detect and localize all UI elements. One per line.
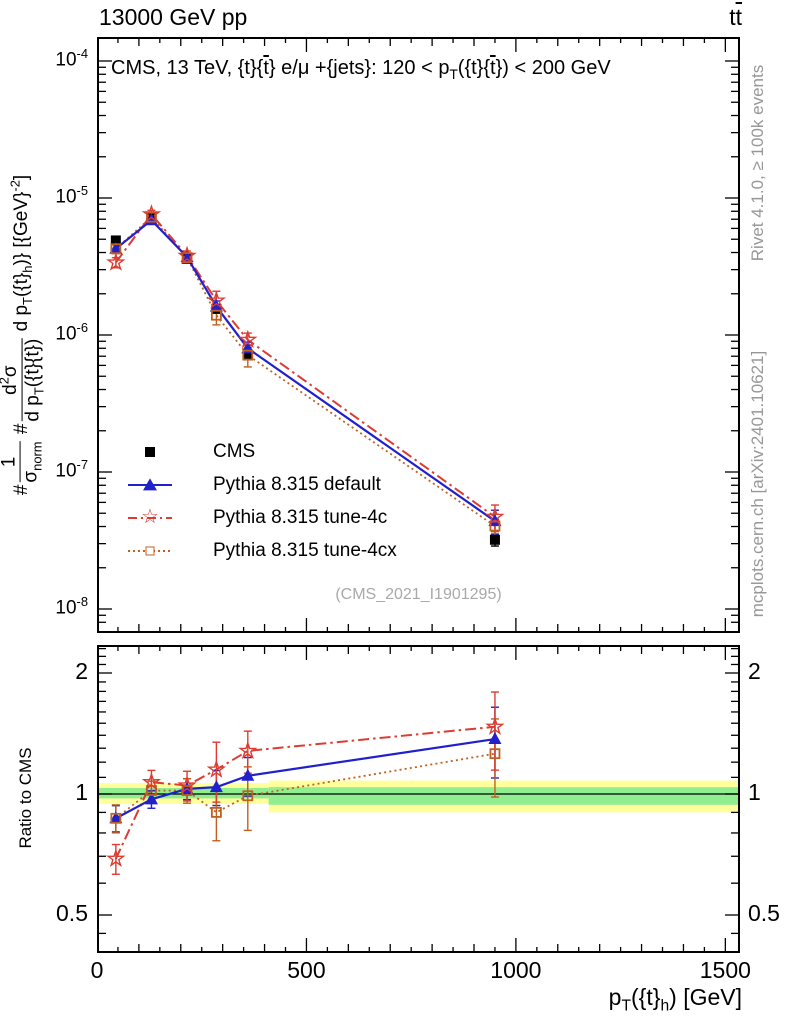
mcplots-attribution: mcplots.cern.ch [arXiv:2401.10621] bbox=[748, 350, 767, 618]
y-axis-tick-label: 10-5 bbox=[55, 183, 88, 208]
x-axis-tick-label: 1500 bbox=[699, 957, 751, 983]
legend-item-cms: CMS bbox=[127, 435, 397, 468]
legend-item-pythia-tune-4cx: Pythia 8.315 tune-4cx bbox=[127, 534, 397, 567]
legend: CMS Pythia 8.315 default ☆ Pythia 8.315 … bbox=[127, 435, 397, 567]
cut-description: CMS, 13 TeV, {t}{t} e/μ +{jets}: 120 < p… bbox=[111, 57, 611, 82]
ratio-tick-label-right: 1 bbox=[748, 779, 761, 805]
legend-label-pythia-tune-4cx: Pythia 8.315 tune-4cx bbox=[213, 539, 397, 561]
beam-energy-title: 13000 GeV pp bbox=[99, 4, 248, 30]
y-axis-tick-label: 10-7 bbox=[55, 457, 88, 482]
x-axis-tick-label: 1000 bbox=[490, 957, 542, 983]
ratio-tick-label-right: 0.5 bbox=[748, 900, 780, 926]
x-axis-tick-label: 500 bbox=[287, 957, 326, 983]
y-axis-tick-label: 10-8 bbox=[55, 594, 88, 619]
legend-label-pythia-tune-4c: Pythia 8.315 tune-4c bbox=[213, 506, 388, 528]
ratio-tick-label-left: 2 bbox=[75, 658, 88, 684]
main-series-tune4cx bbox=[115, 215, 496, 527]
x-axis-title: pT({t}h) [GeV] bbox=[608, 984, 742, 1015]
ratio-plot-canvas bbox=[97, 645, 740, 953]
rivet-version-note: Rivet 4.1.0, ≥ 100k events bbox=[748, 64, 767, 262]
ratio-tick-label-left: 1 bbox=[75, 779, 88, 805]
legend-label-cms: CMS bbox=[213, 440, 256, 462]
main-plot-canvas bbox=[97, 37, 740, 633]
orange-square-dotted-marker-icon bbox=[127, 540, 173, 562]
legend-item-pythia-tune-4c: ☆ Pythia 8.315 tune-4c bbox=[127, 501, 397, 534]
legend-item-pythia-default: Pythia 8.315 default bbox=[127, 468, 397, 501]
blue-triangle-line-marker-icon bbox=[127, 474, 173, 496]
process-title: tt bbox=[729, 4, 742, 30]
red-star-dashdot-marker-icon: ☆ bbox=[127, 507, 173, 529]
uncertainty-band-inner bbox=[268, 787, 740, 805]
legend-label-pythia-default: Pythia 8.315 default bbox=[213, 473, 381, 495]
ratio-series-tune4c bbox=[114, 725, 496, 860]
ratio-panel bbox=[97, 645, 740, 953]
y-axis-tick-label: 10-6 bbox=[55, 320, 88, 345]
analysis-id-watermark: (CMS_2021_I1901295) bbox=[335, 586, 502, 603]
ratio-tick-label-left: 0.5 bbox=[56, 900, 88, 926]
ratio-series-default bbox=[115, 737, 496, 820]
y-axis-tick-label: 10-4 bbox=[55, 46, 88, 71]
x-axis-tick-label: 0 bbox=[90, 957, 104, 983]
ratio-tick-label-right: 2 bbox=[748, 658, 761, 684]
main-plot-panel: CMS, 13 TeV, {t}{t} e/μ +{jets}: 120 < p… bbox=[97, 37, 740, 633]
cms-square-marker-icon bbox=[127, 441, 173, 463]
